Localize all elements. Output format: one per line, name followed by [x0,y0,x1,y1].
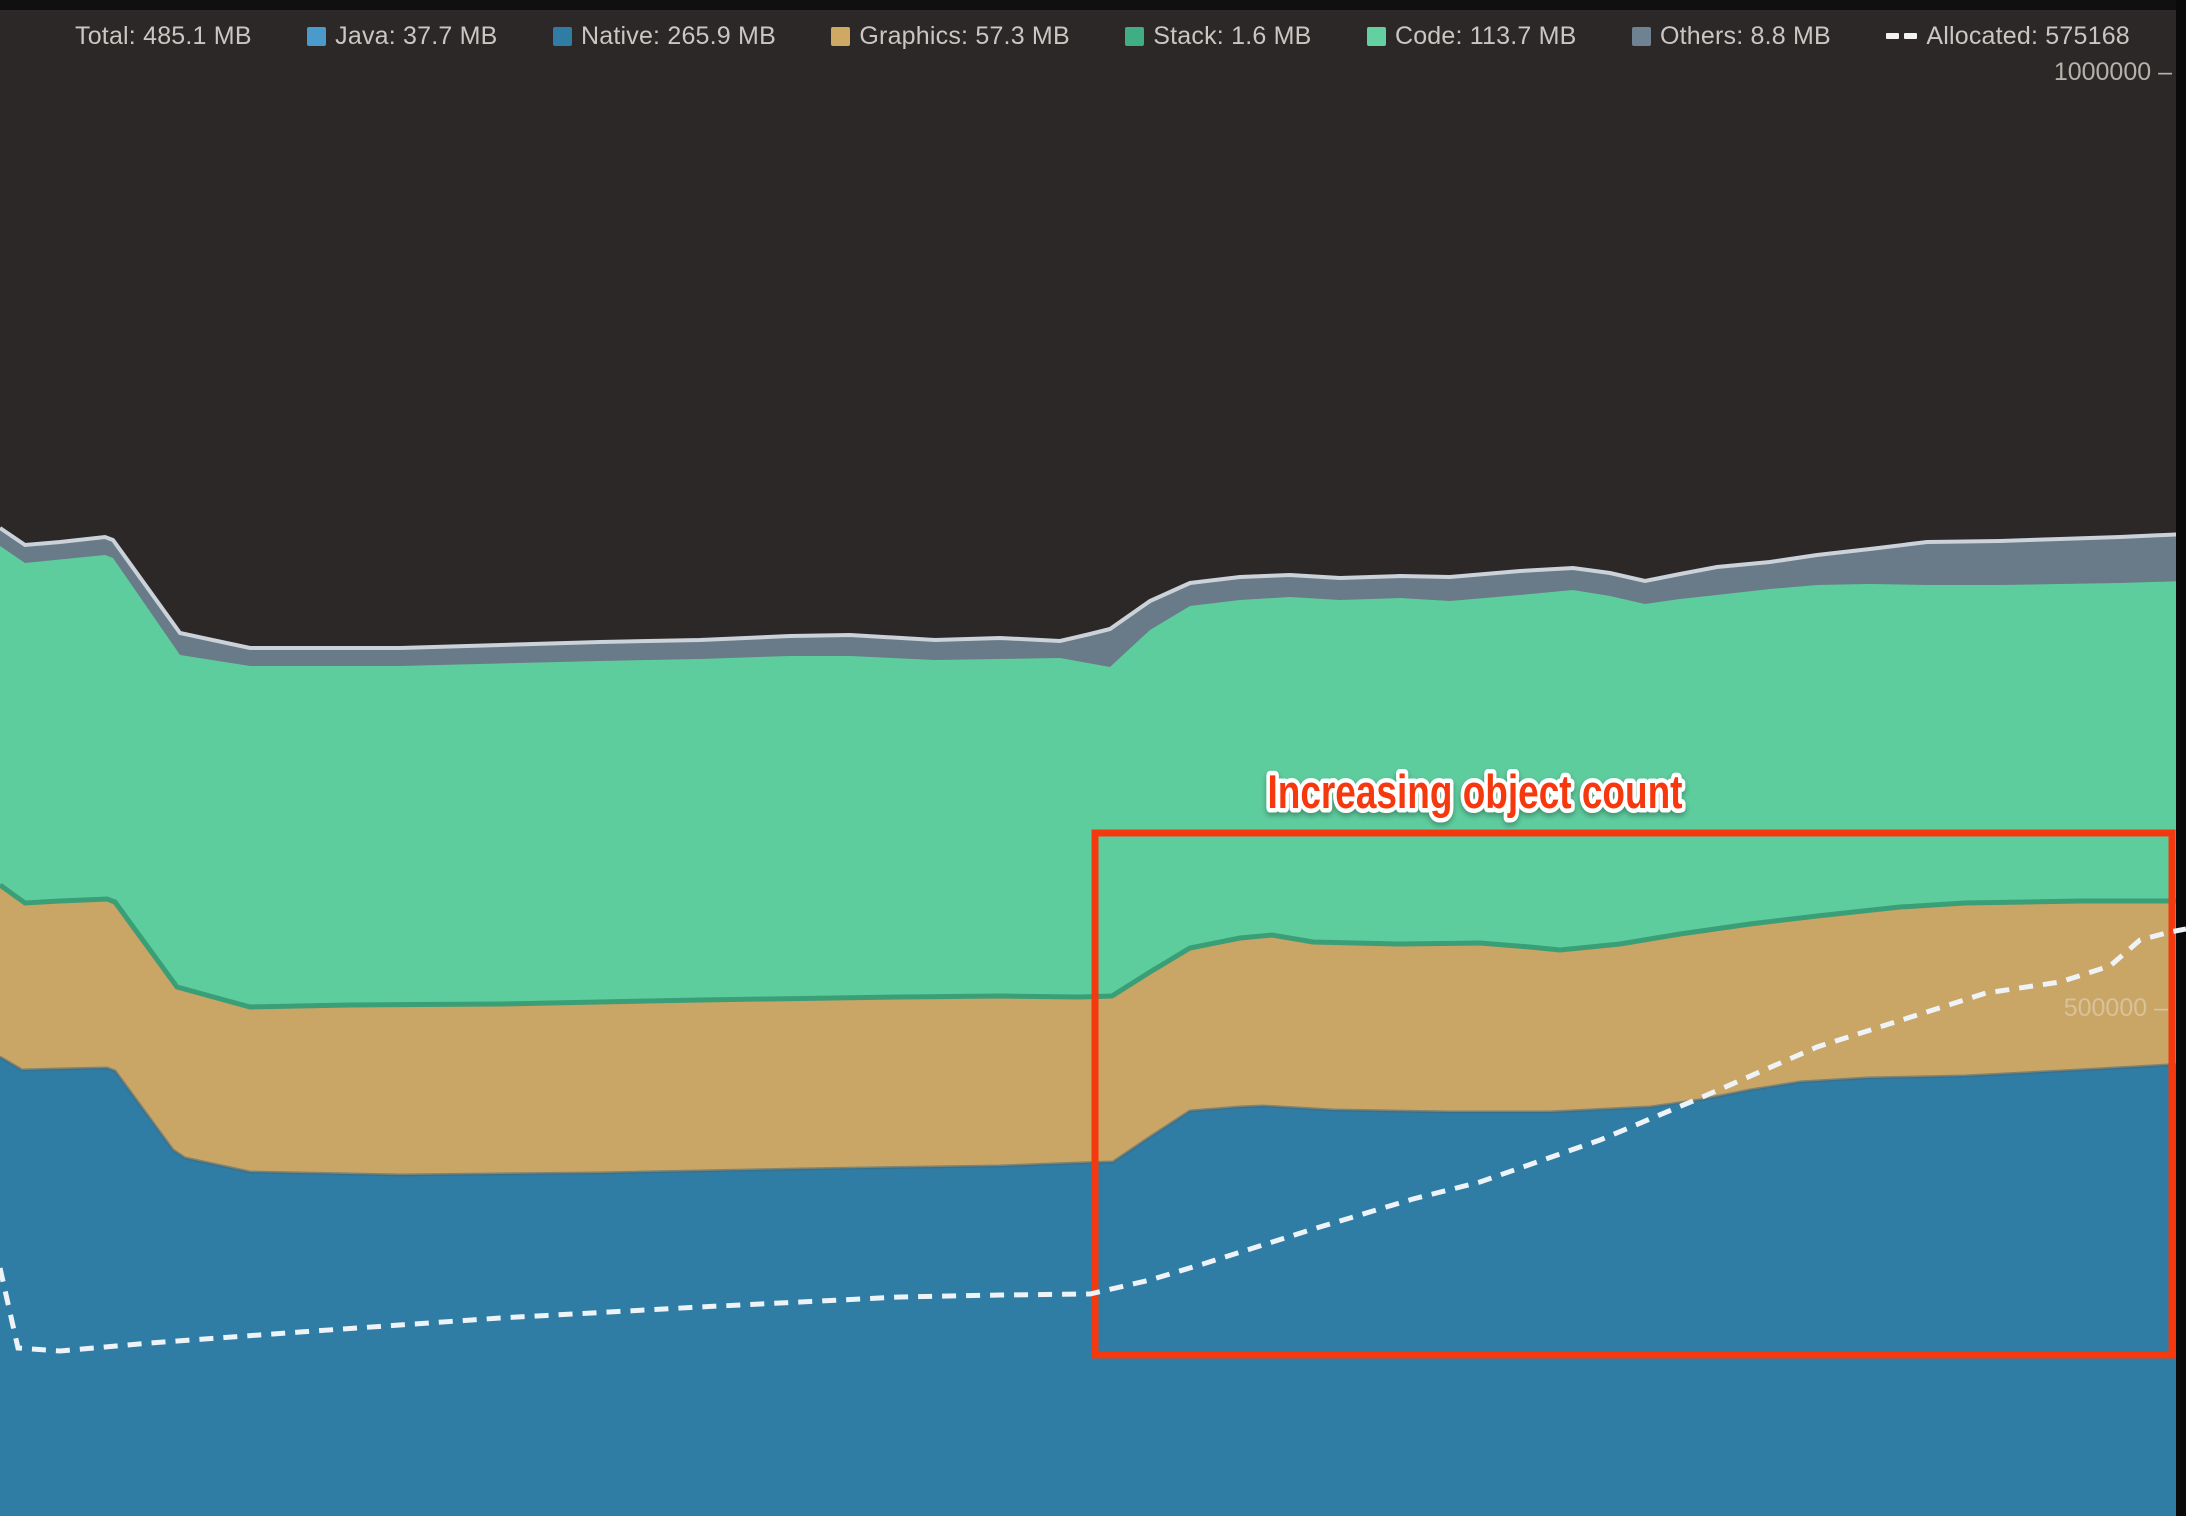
legend-item-java: Java: 37.7 MB [307,22,497,51]
code-swatch-icon [1366,26,1386,46]
highlight-box [1091,829,2176,1359]
graphics-top-edge [0,882,2186,1010]
legend-item-stack: Stack: 1.6 MB [1125,22,1311,51]
legend-allocated-label: Allocated: 575168 [1926,21,2130,50]
legend-graphics-label: Graphics: 57.3 MB [859,21,1070,50]
java-swatch-icon [307,26,327,46]
legend-item-native: Native: 265.9 MB [553,22,776,51]
legend-item-code: Code: 113.7 MB [1366,21,1577,51]
legend-item-total: Total: 485.1 MB [75,22,252,51]
others-top-edge [0,526,2186,650]
top-black-strip [0,0,2186,10]
allocated-line [0,926,2186,1354]
native-swatch-icon [553,26,572,46]
annotation-text: Increasing object count [1268,765,1683,818]
allocated-dashes-icon [1886,33,1918,39]
legend-total-label: Total: 485.1 MB [75,21,252,50]
legend-native-label: Native: 265.9 MB [581,21,776,50]
legend-code-label: Code: 113.7 MB [1394,21,1577,50]
legend-java-label: Java: 37.7 MB [335,21,498,50]
legend-others-label: Others: 8.8 MB [1659,21,1831,50]
chart-legend: Total: 485.1 MB Java: 37.7 MB Native: 26… [75,14,2130,58]
axis-tick-500000: 500000 – [2064,994,2168,1022]
graphics-swatch-icon [831,26,851,46]
axis-tick-1000000: 1000000 – [2054,58,2172,86]
native-top-edge [0,1055,2186,1177]
stack-swatch-icon [1125,26,1145,46]
others-swatch-icon [1631,26,1651,46]
legend-item-others: Others: 8.8 MB [1631,21,1831,51]
legend-item-allocated: Allocated: 575168 [1886,22,2130,51]
right-black-strip [2176,0,2186,1516]
legend-item-graphics: Graphics: 57.3 MB [831,21,1070,51]
legend-stack-label: Stack: 1.6 MB [1153,21,1312,50]
